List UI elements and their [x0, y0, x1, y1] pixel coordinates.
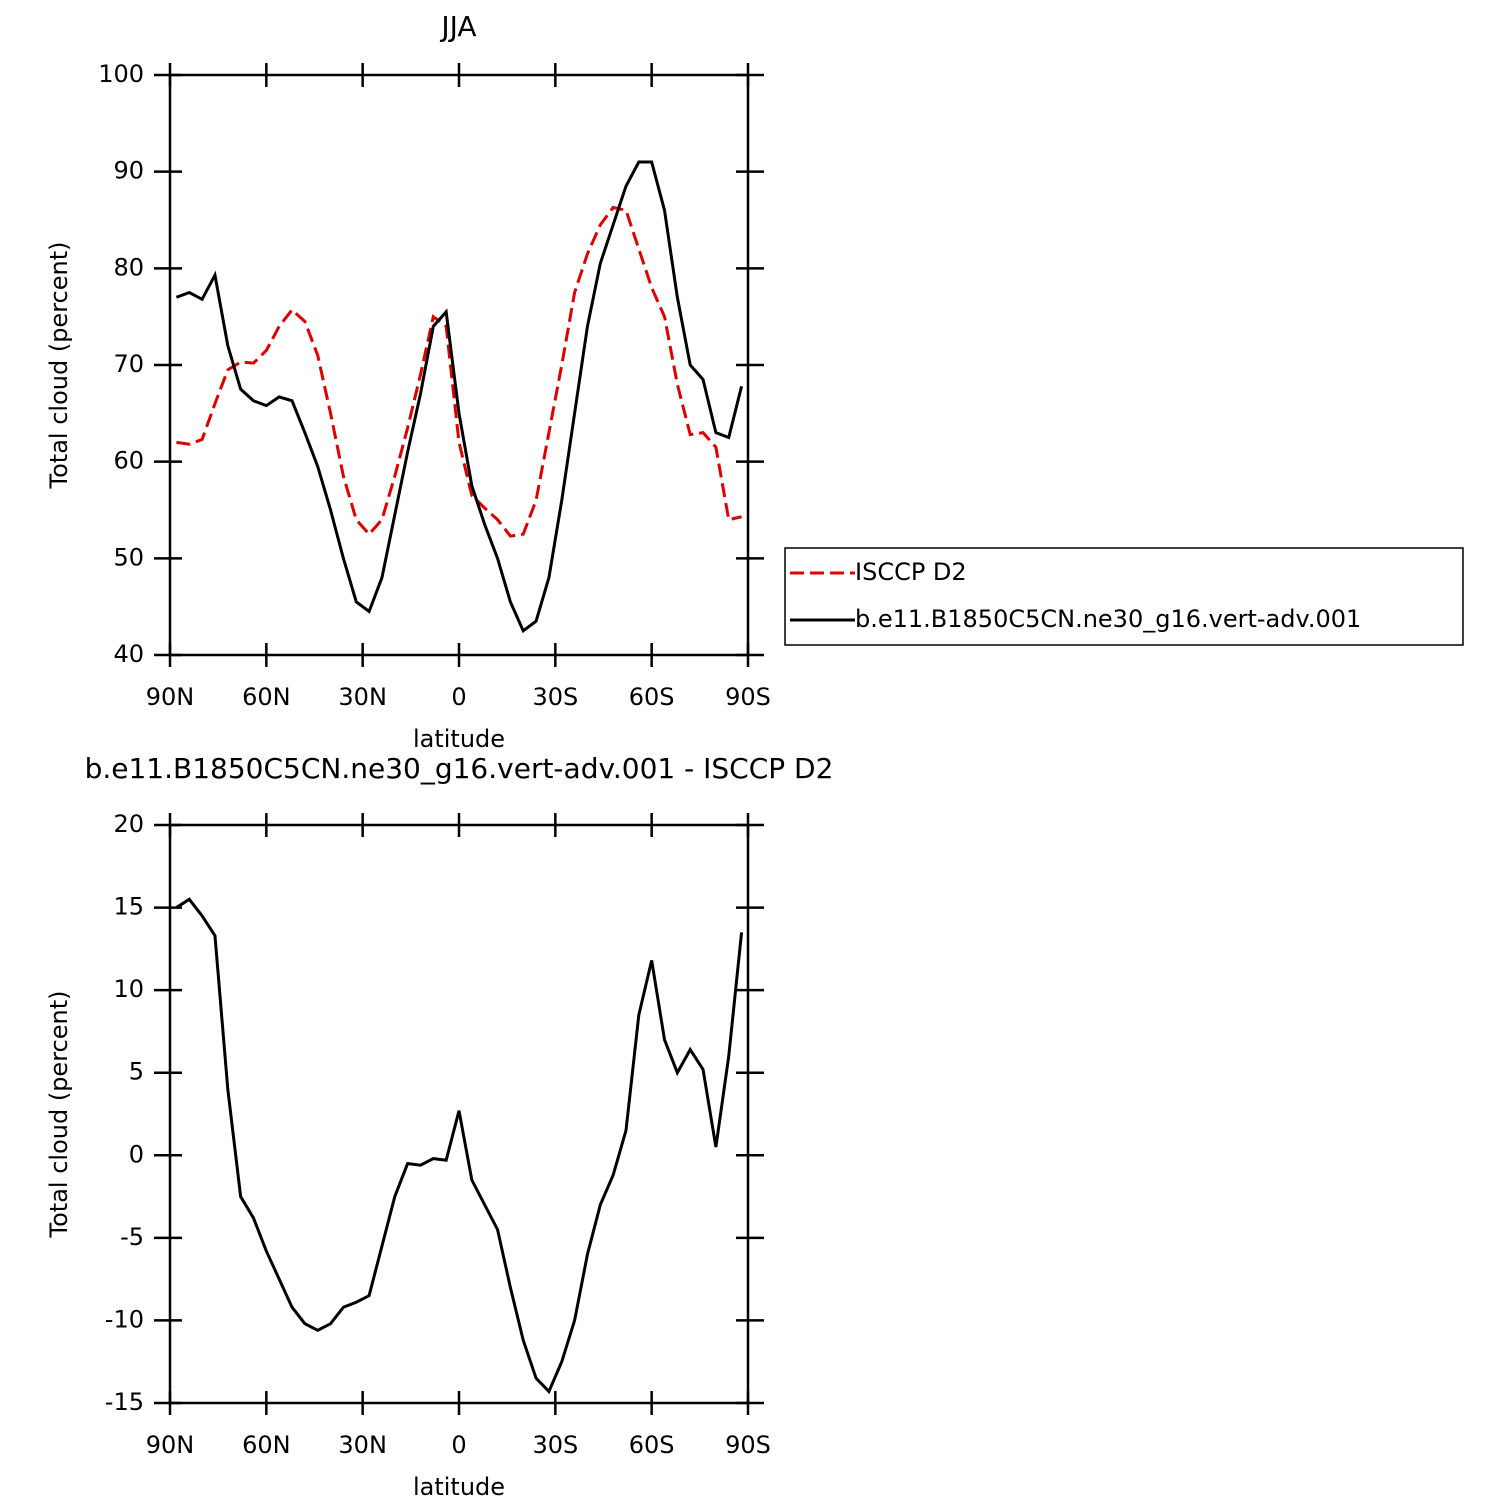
x-tick-label: 30S: [532, 683, 578, 711]
x-tick-label: 0: [451, 1431, 466, 1459]
y-tick-label: 0: [129, 1140, 144, 1168]
y-tick-label: -15: [105, 1388, 144, 1416]
x-tick-label: 90N: [146, 683, 195, 711]
y-tick-label: 10: [113, 975, 144, 1003]
x-axis-label: latitude: [413, 1473, 505, 1501]
legend-box: [784, 547, 1464, 646]
x-tick-label: 30N: [338, 683, 387, 711]
plot-frame: [168, 73, 750, 657]
x-tick-label: 60N: [242, 1431, 291, 1459]
y-tick-label: -5: [120, 1223, 144, 1251]
x-tick-label: 60N: [242, 683, 291, 711]
y-axis-label: Total cloud (percent): [45, 991, 73, 1239]
y-tick-label: 15: [113, 893, 144, 921]
data-line: [175, 160, 744, 634]
y-tick-label: 60: [113, 447, 144, 475]
x-tick-label: 60S: [629, 1431, 675, 1459]
y-tick-label: 20: [113, 810, 144, 838]
y-tick-label: -10: [105, 1305, 144, 1333]
x-tick-label: 90N: [146, 1431, 195, 1459]
x-tick-label: 0: [451, 683, 466, 711]
x-tick-label: 60S: [629, 683, 675, 711]
chart-title: JJA: [439, 10, 476, 43]
chart-title: b.e11.B1850C5CN.ne30_g16.vert-adv.001 - …: [85, 752, 834, 785]
legend: ISCCP D2 b.e11.B1850C5CN.ne30_g16.vert-ad…: [784, 547, 1464, 646]
x-axis-label: latitude: [413, 725, 505, 753]
x-tick-label: 30N: [338, 1431, 387, 1459]
legend-label: b.e11.B1850C5CN.ne30_g16.vert-adv.001: [855, 605, 1361, 633]
y-tick-label: 40: [113, 640, 144, 668]
y-tick-label: 5: [129, 1058, 144, 1086]
x-tick-label: 30S: [532, 1431, 578, 1459]
x-tick-label: 90S: [725, 1431, 771, 1459]
data-line: [175, 897, 744, 1395]
y-axis-label: Total cloud (percent): [45, 242, 73, 490]
y-tick-label: 70: [113, 350, 144, 378]
y-tick-label: 100: [98, 60, 144, 88]
data-line: [176, 205, 742, 538]
y-tick-label: 90: [113, 157, 144, 185]
legend-label: ISCCP D2: [855, 558, 967, 586]
y-tick-label: 50: [113, 543, 144, 571]
x-tick-label: 90S: [725, 683, 771, 711]
y-tick-label: 80: [113, 253, 144, 281]
